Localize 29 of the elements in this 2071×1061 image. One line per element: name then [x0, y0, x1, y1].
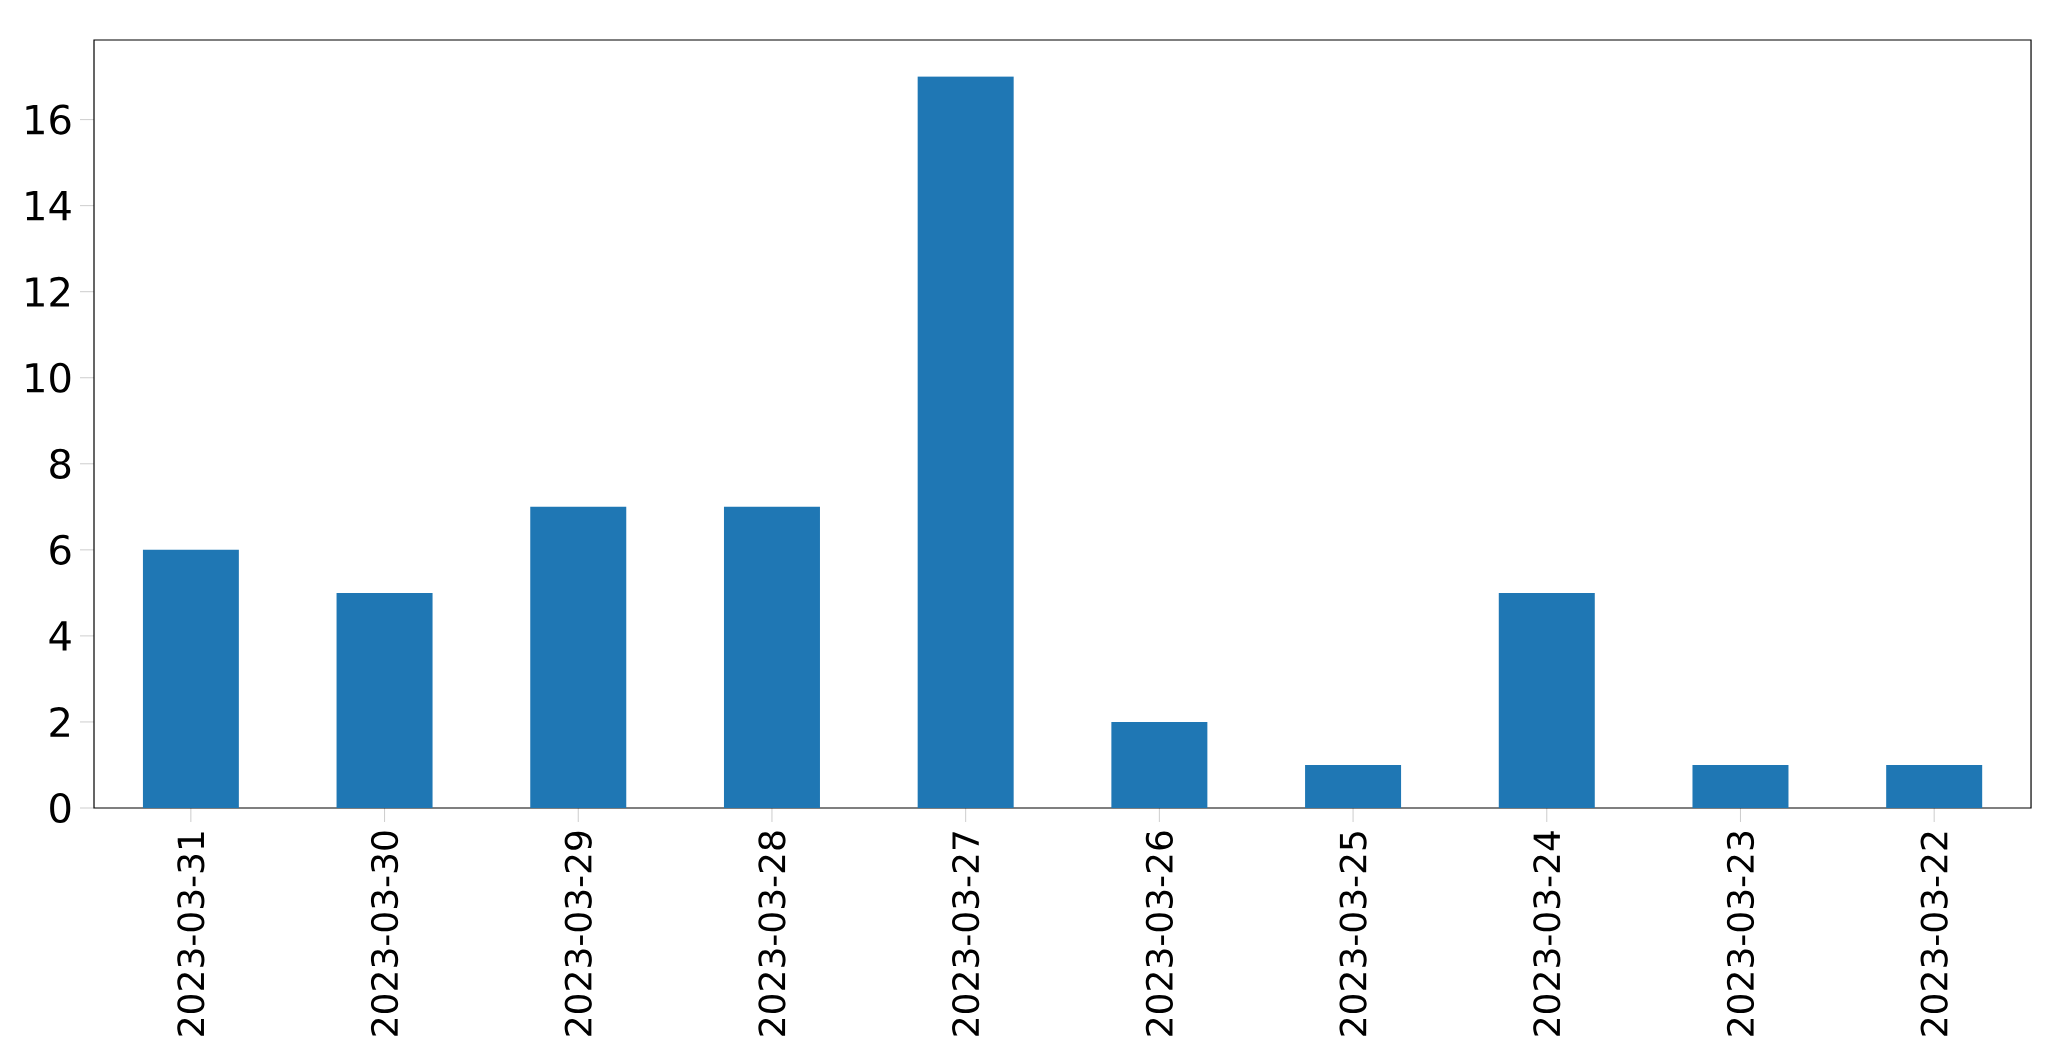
x-tick-label: 2023-03-28: [758, 831, 786, 1036]
x-tick-label: 2023-03-31: [177, 832, 205, 1036]
x-tick-label: 2023-03-23: [1726, 832, 1755, 1036]
y-tick-label: 4: [49, 621, 71, 651]
bar: [1692, 764, 1789, 808]
y-tick-label: 8: [50, 448, 71, 479]
y-tick-label: 12: [26, 276, 69, 307]
bar: [530, 506, 627, 808]
y-tick-label: 10: [26, 362, 71, 393]
x-tick-label: 2023-03-26: [1145, 831, 1173, 1036]
x-tick-label: 2023-03-27: [952, 832, 980, 1036]
x-tick-label: 2023-03-29: [564, 831, 592, 1036]
x-tick-label: 2023-03-25: [1339, 832, 1367, 1036]
bar: [1305, 764, 1402, 808]
y-tick-label: 14: [26, 191, 71, 221]
y-tick-label: 6: [50, 534, 71, 565]
bar: [1111, 721, 1208, 808]
y-tick-label: 0: [50, 792, 71, 824]
bar: [142, 549, 239, 808]
bar: [723, 506, 820, 808]
x-tick-label: 2023-03-30: [370, 831, 399, 1036]
y-tick-label: 2: [50, 707, 69, 737]
bar: [336, 592, 433, 808]
bar: [1886, 764, 1983, 808]
y-tick-label: 16: [26, 104, 71, 135]
bar: [917, 76, 1014, 808]
x-tick-label: 2023-03-22: [1920, 832, 1948, 1036]
bar: [1498, 592, 1595, 808]
x-tick-label: 2023-03-24: [1533, 831, 1561, 1036]
